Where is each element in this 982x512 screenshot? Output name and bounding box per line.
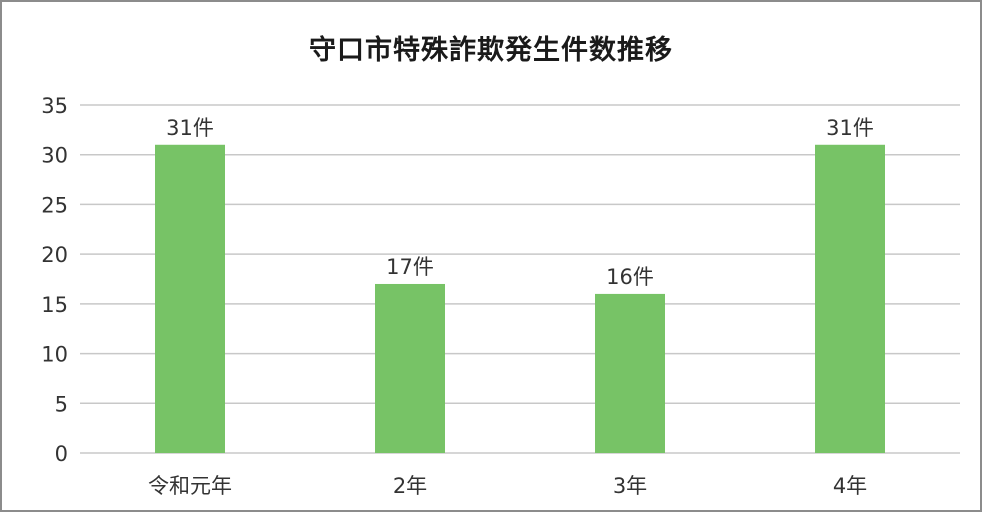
data-label: 31件 xyxy=(826,116,874,140)
x-tick-label: 3年 xyxy=(613,474,647,498)
x-tick-label: 4年 xyxy=(833,474,867,498)
data-label: 31件 xyxy=(166,116,214,140)
y-tick-label: 5 xyxy=(55,392,68,416)
bar xyxy=(375,283,445,453)
y-tick-label: 20 xyxy=(41,243,68,267)
chart-title: 守口市特殊詐欺発生件数推移 xyxy=(309,35,673,66)
y-tick-label: 0 xyxy=(55,442,68,466)
x-tick-label: 2年 xyxy=(393,474,427,498)
bar xyxy=(815,144,885,453)
bar xyxy=(595,293,665,453)
x-tick-label: 令和元年 xyxy=(148,474,232,498)
data-label: 16件 xyxy=(606,265,654,289)
y-tick-label: 15 xyxy=(41,293,68,317)
data-label: 17件 xyxy=(386,255,434,279)
y-tick-label: 35 xyxy=(41,94,68,118)
y-tick-label: 30 xyxy=(41,144,68,168)
y-tick-label: 25 xyxy=(41,193,68,217)
y-tick-label: 10 xyxy=(41,343,68,367)
bar xyxy=(155,144,225,453)
